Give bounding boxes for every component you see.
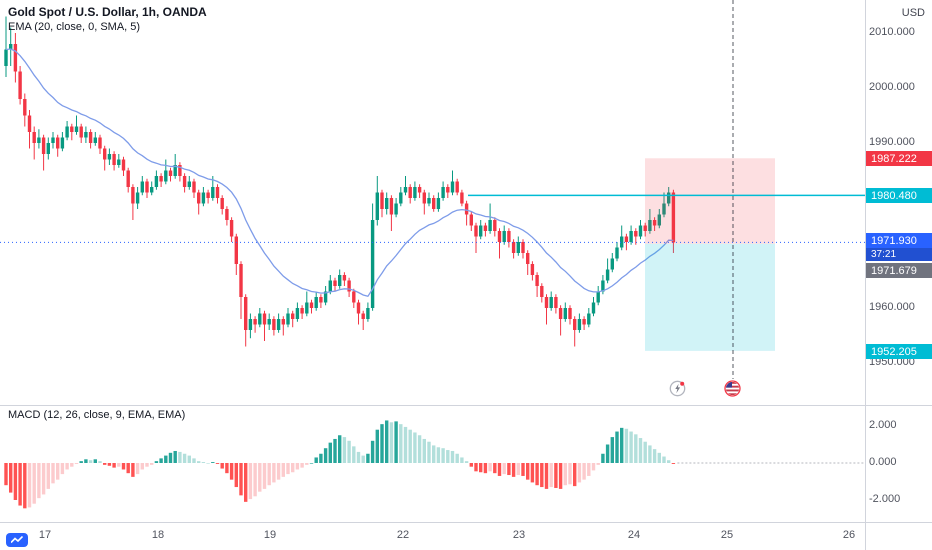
time-axis-label: 23 <box>512 529 526 541</box>
macd-axis-label: 2.000 <box>869 419 897 431</box>
chart-legend: Gold Spot / U.S. Dollar, 1h, OANDA EMA (… <box>8 5 207 34</box>
macd-axis-label: 0.000 <box>869 456 897 468</box>
time-axis-label: 17 <box>38 529 52 541</box>
time-axis-label: 25 <box>720 529 734 541</box>
price-axis-label: 1960.000 <box>869 301 915 313</box>
ema-indicator-legend[interactable]: EMA (20, close, 0, SMA, 5) <box>8 21 141 33</box>
line-chart-icon <box>11 536 23 544</box>
price-axis-label: 1990.000 <box>869 136 915 148</box>
bar-close-countdown: 37:21 <box>866 248 932 261</box>
time-axis-label: 19 <box>263 529 277 541</box>
price-axis-label: 2010.000 <box>869 26 915 38</box>
axis-currency-label: USD <box>901 7 925 19</box>
time-axis-label: 26 <box>842 529 856 541</box>
event-marker-icon[interactable] <box>669 380 686 397</box>
price-axis-label: 2000.000 <box>869 81 915 93</box>
symbol-legend[interactable]: Gold Spot / U.S. Dollar, 1h, OANDA <box>8 5 207 19</box>
time-axis-label: 18 <box>151 529 165 541</box>
us-flag-event-icon[interactable] <box>724 380 741 397</box>
tradingview-logo[interactable] <box>6 533 28 547</box>
position-entry-price-badge[interactable]: 1971.679 <box>866 263 932 278</box>
position-target-price-badge[interactable]: 1952.205 <box>866 344 932 359</box>
time-axis-label: 22 <box>396 529 410 541</box>
macd-axis-label: -2.000 <box>869 493 901 505</box>
last-price-badge: 1971.930 37:21 <box>866 233 932 261</box>
macd-indicator-legend[interactable]: MACD (12, 26, close, 9, EMA, EMA) <box>8 409 186 421</box>
position-stop-price-badge[interactable]: 1987.222 <box>866 151 932 166</box>
horizontal-ray-price-badge[interactable]: 1980.480 <box>866 188 932 203</box>
time-axis-label: 24 <box>627 529 641 541</box>
last-price-value: 1971.930 <box>871 234 917 247</box>
price-axis-label: 1950.000 <box>869 356 915 368</box>
